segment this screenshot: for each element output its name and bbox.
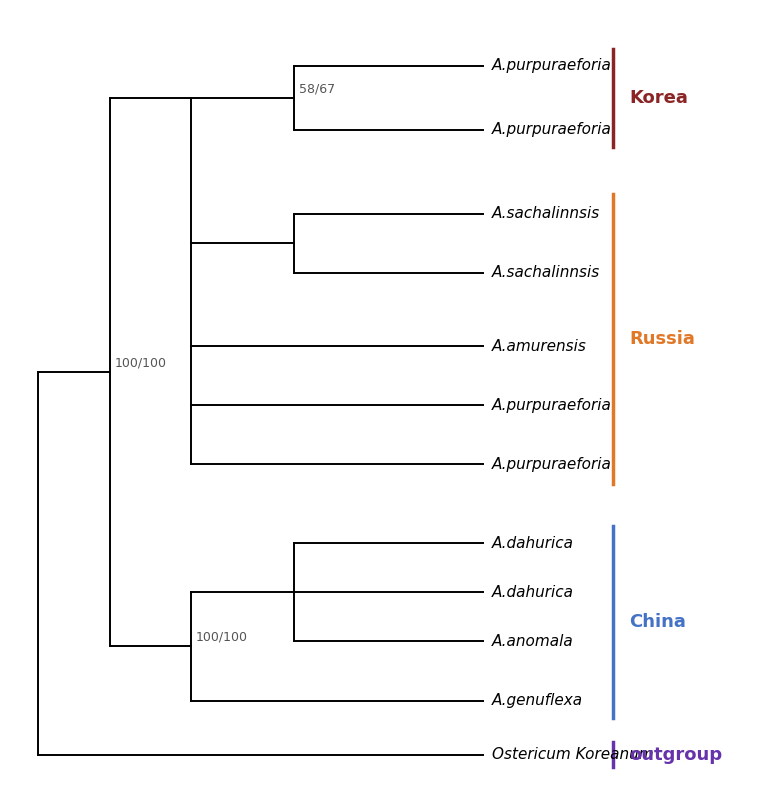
Text: A.purpuraeforia: A.purpuraeforia [492, 123, 612, 138]
Text: 100/100: 100/100 [115, 357, 167, 369]
Text: A.anomala: A.anomala [492, 634, 574, 649]
Text: China: China [629, 613, 686, 630]
Text: 58/67: 58/67 [299, 83, 335, 96]
Text: A.sachalinnsis: A.sachalinnsis [492, 265, 600, 280]
Text: outgroup: outgroup [629, 746, 723, 763]
Text: A.purpuraeforia: A.purpuraeforia [492, 58, 612, 73]
Text: Korea: Korea [629, 89, 688, 107]
Text: A.dahurica: A.dahurica [492, 536, 574, 551]
Text: A.purpuraeforia: A.purpuraeforia [492, 457, 612, 472]
Text: A.sachalinnsis: A.sachalinnsis [492, 206, 600, 221]
Text: A.purpuraeforia: A.purpuraeforia [492, 398, 612, 413]
Text: Russia: Russia [629, 330, 695, 348]
Text: A.amurensis: A.amurensis [492, 339, 587, 354]
Text: A.dahurica: A.dahurica [492, 585, 574, 600]
Text: 100/100: 100/100 [196, 631, 247, 644]
Text: A.genuflexa: A.genuflexa [492, 693, 583, 708]
Text: Ostericum Koreanum: Ostericum Koreanum [492, 747, 653, 762]
